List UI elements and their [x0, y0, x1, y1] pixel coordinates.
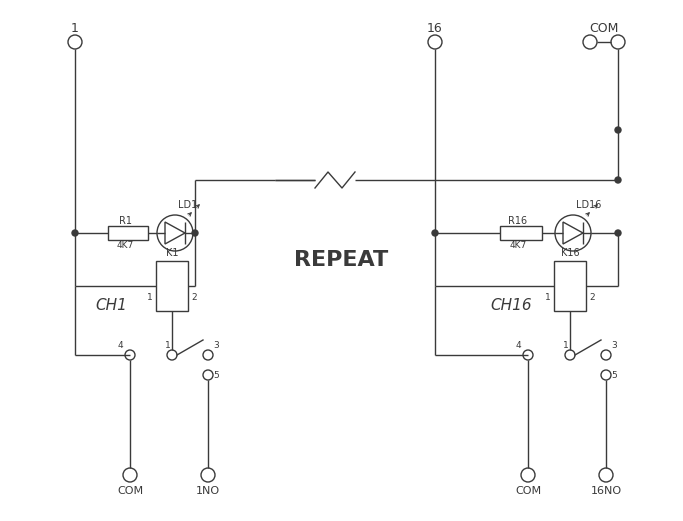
- Text: 4: 4: [515, 341, 521, 351]
- Bar: [108, 226, 148, 240]
- Text: LD1: LD1: [178, 200, 197, 210]
- Text: 5: 5: [213, 370, 219, 379]
- Circle shape: [192, 230, 198, 236]
- Bar: [500, 226, 542, 240]
- Text: 1NO: 1NO: [196, 486, 220, 496]
- Circle shape: [72, 230, 78, 236]
- Text: 16: 16: [427, 21, 443, 34]
- Text: 1: 1: [165, 341, 171, 351]
- Text: 1: 1: [147, 293, 153, 303]
- Circle shape: [615, 177, 621, 183]
- Text: 2: 2: [589, 293, 595, 303]
- Text: COM: COM: [589, 21, 619, 34]
- Text: 4K7: 4K7: [116, 242, 134, 251]
- Text: CH16: CH16: [490, 299, 531, 314]
- Text: COM: COM: [117, 486, 143, 496]
- Text: 1: 1: [71, 21, 79, 34]
- Circle shape: [615, 127, 621, 133]
- Text: 3: 3: [213, 341, 219, 351]
- Circle shape: [432, 230, 438, 236]
- Text: LD16: LD16: [576, 200, 601, 210]
- Text: 3: 3: [611, 341, 617, 351]
- Text: K16: K16: [561, 248, 579, 258]
- Text: K1: K1: [166, 248, 178, 258]
- Text: 4K7: 4K7: [510, 242, 527, 251]
- Text: CH1: CH1: [95, 299, 127, 314]
- Bar: [554, 261, 586, 311]
- Text: R16: R16: [508, 216, 527, 226]
- Text: COM: COM: [515, 486, 541, 496]
- Text: 1: 1: [563, 341, 569, 351]
- Text: 1: 1: [545, 293, 551, 303]
- Text: REPEAT: REPEAT: [294, 250, 389, 270]
- Text: 2: 2: [191, 293, 197, 303]
- Circle shape: [615, 230, 621, 236]
- Text: R1: R1: [118, 216, 132, 226]
- Text: 5: 5: [611, 370, 617, 379]
- Bar: [156, 261, 188, 311]
- Text: 4: 4: [117, 341, 123, 351]
- Text: 16NO: 16NO: [590, 486, 622, 496]
